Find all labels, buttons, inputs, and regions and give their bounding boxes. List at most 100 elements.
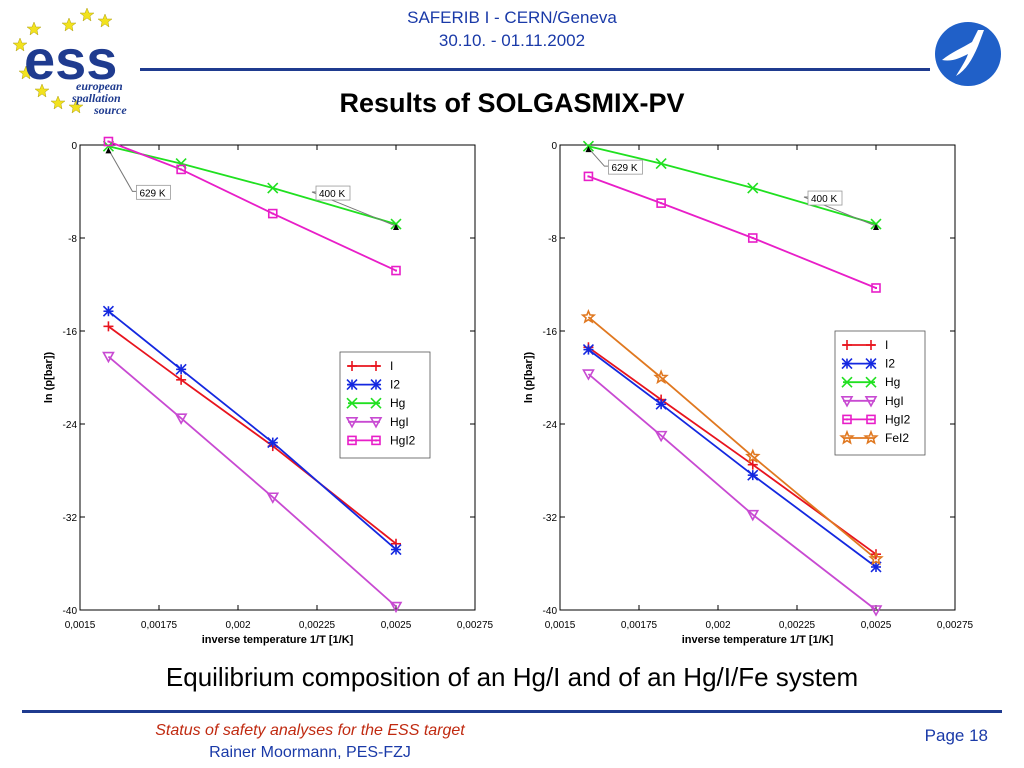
logo-letters: ess bbox=[24, 28, 117, 91]
point-hgi2 bbox=[747, 233, 758, 243]
point-i2 bbox=[747, 469, 759, 481]
legend-marker-i bbox=[371, 361, 381, 371]
y-tick-label: -8 bbox=[548, 234, 557, 245]
annotation-box bbox=[315, 185, 351, 201]
plot-area bbox=[107, 140, 397, 608]
point-i bbox=[747, 459, 758, 470]
legend-marker-hgi bbox=[345, 416, 359, 429]
y-tick-label: -16 bbox=[543, 327, 558, 338]
legend-marker-i2 bbox=[370, 379, 382, 391]
legend-label-i2: I2 bbox=[885, 357, 895, 371]
x-tick-label: 0,00175 bbox=[621, 620, 658, 631]
point-i2 bbox=[390, 543, 402, 556]
legend-marker-hgi bbox=[864, 395, 878, 408]
legend-label-i: I bbox=[390, 359, 393, 373]
series-line-i bbox=[587, 346, 877, 555]
y-tick-label: -32 bbox=[543, 513, 558, 524]
y-tick-label: -8 bbox=[68, 234, 77, 245]
point-hgi2 bbox=[176, 164, 186, 175]
legend-marker-i bbox=[866, 340, 876, 350]
annotation-label: 629 K bbox=[611, 163, 637, 174]
y-tick-label: -24 bbox=[63, 420, 78, 431]
legend-label-i: I bbox=[885, 338, 888, 352]
slide-title: Results of SOLGASMIX-PV bbox=[339, 88, 685, 118]
annotation-arrowhead bbox=[873, 224, 879, 231]
footer-author: Rainer Moormann, PES-FZJ bbox=[209, 744, 411, 761]
y-axis-label: ln (p[bar]) bbox=[43, 352, 55, 404]
y-tick-label: -24 bbox=[543, 420, 558, 431]
series-line-i2 bbox=[587, 348, 877, 568]
legend-box bbox=[834, 330, 926, 456]
point-hgi bbox=[582, 369, 595, 381]
y-tick-label: 0 bbox=[551, 141, 557, 152]
legend-marker-i2 bbox=[865, 358, 877, 370]
annotation-arrowhead bbox=[393, 224, 399, 231]
x-tick-label: 0,00275 bbox=[457, 620, 494, 631]
y-axis-label: ln (p[bar]) bbox=[523, 352, 535, 404]
x-tick-label: 0,00175 bbox=[141, 620, 178, 631]
annotation-box bbox=[136, 184, 171, 200]
series-line-hgi2 bbox=[108, 140, 397, 272]
point-hgi2 bbox=[103, 136, 114, 147]
fzj-logo-icon bbox=[935, 22, 1001, 86]
legend-marker-hgi2 bbox=[347, 435, 357, 446]
x-tick-label: 0,00225 bbox=[779, 620, 816, 631]
legend-marker-hgi bbox=[840, 395, 854, 408]
point-hg bbox=[267, 182, 279, 194]
legend-marker-i bbox=[842, 340, 852, 350]
point-hg bbox=[747, 182, 759, 194]
series-line-hg bbox=[588, 145, 877, 225]
ess-logo: ess european spallation source bbox=[12, 7, 127, 116]
footer-talk-title: Status of safety analyses for the ESS ta… bbox=[155, 722, 465, 739]
annotation-label: 400 K bbox=[319, 189, 345, 200]
point-fei2 bbox=[745, 448, 761, 464]
legend-marker-hg bbox=[841, 376, 853, 388]
x-tick-label: 0,0025 bbox=[861, 620, 892, 631]
point-hgi bbox=[654, 430, 668, 443]
logo-line2: spallation bbox=[71, 91, 121, 105]
legend-marker-hgi2 bbox=[866, 414, 876, 425]
legend-marker-hg bbox=[865, 376, 877, 388]
point-hgi bbox=[102, 351, 115, 364]
series-line-hgi bbox=[107, 355, 397, 608]
series-line-i2 bbox=[107, 310, 397, 551]
legend-marker-fei2 bbox=[863, 429, 879, 445]
x-tick-label: 0,00275 bbox=[937, 620, 974, 631]
logo-line3: source bbox=[93, 103, 127, 116]
y-tick-label: -16 bbox=[63, 327, 78, 338]
legend-marker-hgi2 bbox=[371, 435, 381, 446]
point-hg bbox=[655, 158, 667, 170]
legend-label-hgi: HgI bbox=[885, 394, 904, 408]
header-divider bbox=[140, 68, 930, 71]
point-hgi bbox=[746, 509, 760, 522]
slide-caption: Equilibrium composition of an Hg/I and o… bbox=[165, 662, 859, 692]
legend-label-fei2: FeI2 bbox=[885, 431, 909, 445]
plot-area bbox=[587, 145, 877, 610]
annotation-box bbox=[608, 159, 643, 175]
x-tick-label: 0,00225 bbox=[299, 620, 336, 631]
annotation-box bbox=[807, 190, 843, 206]
point-i2 bbox=[655, 398, 667, 410]
legend-marker-hg bbox=[346, 397, 358, 409]
x-tick-label: 0,0015 bbox=[65, 620, 96, 631]
point-i2 bbox=[582, 344, 595, 356]
point-hgi2 bbox=[391, 265, 401, 276]
series-line-fei2 bbox=[587, 316, 877, 560]
point-hgi bbox=[174, 413, 188, 425]
header-dates: 30.10. - 01.11.2002 bbox=[438, 31, 586, 50]
point-i bbox=[176, 374, 187, 385]
legend-marker-hgi bbox=[369, 416, 383, 429]
y-tick-label: -40 bbox=[63, 606, 78, 617]
legend-label-hgi: HgI bbox=[390, 415, 409, 429]
y-tick-label: -40 bbox=[543, 606, 558, 617]
point-hgi2 bbox=[871, 283, 881, 293]
legend-label-i2: I2 bbox=[390, 378, 400, 392]
point-hgi bbox=[869, 605, 883, 617]
point-hgi2 bbox=[656, 198, 666, 208]
legend-marker-hg bbox=[370, 397, 382, 409]
point-i bbox=[103, 321, 114, 332]
legend-marker-i2 bbox=[346, 379, 358, 391]
logo-stars-icon bbox=[12, 7, 113, 114]
